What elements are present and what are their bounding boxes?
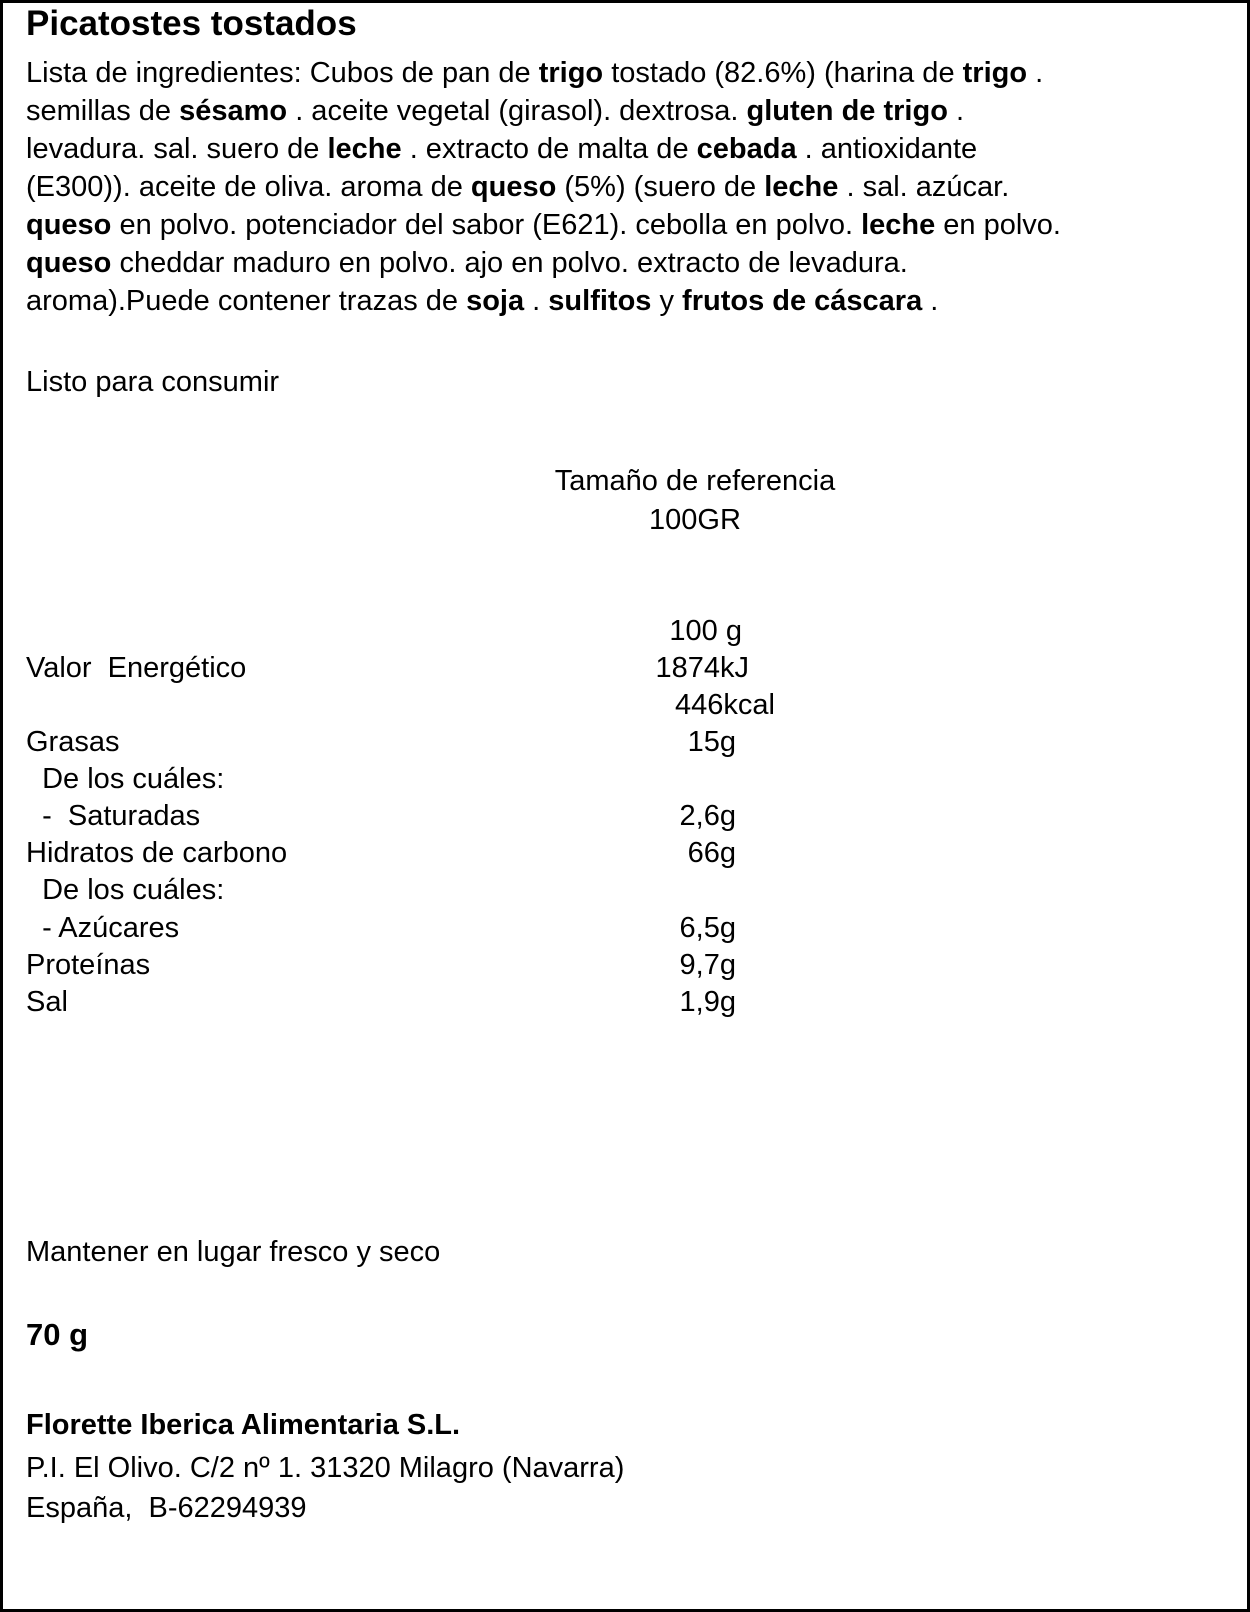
ingredients-line: queso en polvo. potenciador del sabor (E… xyxy=(26,206,1061,244)
ingredients-line: Lista de ingredientes: Cubos de pan de t… xyxy=(26,54,1061,92)
nutrient-value: 1,9g xyxy=(679,986,736,1018)
nutrient-label: De los cuáles: xyxy=(26,874,225,906)
nutrient-label: Sal xyxy=(26,986,68,1018)
nutrient-label: - Saturadas xyxy=(26,800,201,832)
product-title: Picatostes tostados xyxy=(26,4,357,43)
allergen-text: gluten de trigo xyxy=(746,95,948,127)
nutrition-row: - Saturadas 2,6g xyxy=(26,798,786,835)
ingredient-text: cheddar maduro en polvo. ajo en polvo. e… xyxy=(111,247,908,279)
ingredient-text: . extracto de malta de xyxy=(401,133,697,165)
ingredient-text: aroma).Puede contener trazas de xyxy=(26,285,467,317)
allergen-text: soja xyxy=(466,285,525,317)
nutrient-value: 66g xyxy=(687,837,736,869)
allergen-text: queso xyxy=(26,247,112,279)
nutrition-row: - Azúcares 6,5g xyxy=(26,910,786,947)
nutrient-value: 15g xyxy=(687,726,736,758)
ingredient-text: . sal. azúcar. xyxy=(838,171,1010,203)
nutrient-value: 2,6g xyxy=(679,800,736,832)
company-name: Florette Iberica Alimentaria S.L. xyxy=(26,1409,461,1441)
nutrition-row: Valor Energético 1874kJ xyxy=(26,650,786,687)
ingredient-text: (5%) (suero de xyxy=(556,171,765,203)
net-weight: 70 g xyxy=(26,1317,89,1352)
nutrition-column-header: 100 g xyxy=(669,615,742,647)
nutrient-value: 446kcal xyxy=(675,689,775,721)
ingredient-text: . aceite vegetal (girasol). dextrosa. xyxy=(287,95,747,127)
nutrient-label: Valor Energético xyxy=(26,652,247,684)
ingredients-line: levadura. sal. suero de leche . extracto… xyxy=(26,130,1061,168)
nutrient-label: Hidratos de carbono xyxy=(26,837,288,869)
ingredient-text: . xyxy=(1027,57,1044,89)
nutrient-label: De los cuáles: xyxy=(26,763,225,795)
ingredient-text: Lista de ingredientes: Cubos de pan de xyxy=(26,57,539,89)
nutrition-row: 446kcal xyxy=(26,687,786,724)
reference-size-label: Tamaño de referencia xyxy=(554,465,836,497)
allergen-text: leche xyxy=(861,209,936,241)
nutrition-row: Grasas 15g xyxy=(26,724,786,761)
ingredient-text: en polvo. potenciador del sabor (E621). … xyxy=(111,209,862,241)
nutrition-row: De los cuáles: xyxy=(26,761,786,798)
ingredient-text: semillas de xyxy=(26,95,180,127)
nutrient-value: 9,7g xyxy=(679,949,736,981)
company-country-id: España, B-62294939 xyxy=(26,1492,307,1524)
company-address: P.I. El Olivo. C/2 nº 1. 31320 Milagro (… xyxy=(26,1452,625,1484)
nutrition-row: Sal 1,9g xyxy=(26,984,786,1021)
allergen-text: sulfitos xyxy=(548,285,652,317)
nutrient-value: 6,5g xyxy=(679,912,736,944)
ingredients-list: Lista de ingredientes: Cubos de pan de t… xyxy=(26,54,1061,320)
allergen-text: trigo xyxy=(962,57,1028,89)
nutrition-row: De los cuáles: xyxy=(26,872,786,909)
ingredient-text: . antioxidante xyxy=(796,133,978,165)
ingredients-line: aroma).Puede contener trazas de soja . s… xyxy=(26,282,1061,320)
nutrition-row: Hidratos de carbono 66g xyxy=(26,835,786,872)
storage-text: Mantener en lugar fresco y seco xyxy=(26,1236,441,1268)
allergen-text: leche xyxy=(764,171,839,203)
nutrient-label: Grasas xyxy=(26,726,120,758)
ingredient-text: (E300)). aceite de oliva. aroma de xyxy=(26,171,471,203)
allergen-text: trigo xyxy=(538,57,604,89)
ingredient-text: . xyxy=(922,285,939,317)
allergen-text: sésamo xyxy=(179,95,288,127)
ingredient-text: y xyxy=(651,285,683,317)
reference-size-value: 100GR xyxy=(649,504,741,536)
ingredient-text: . xyxy=(524,285,549,317)
allergen-text: cebada xyxy=(696,133,797,165)
allergen-text: frutos de cáscara xyxy=(682,285,923,317)
ingredient-text: levadura. sal. suero de xyxy=(26,133,328,165)
ingredient-text: tostado (82.6%) (harina de xyxy=(603,57,963,89)
nutrient-label: Proteínas xyxy=(26,949,151,981)
allergen-text: queso xyxy=(26,209,112,241)
allergen-text: queso xyxy=(470,171,557,203)
nutrition-row: Proteínas 9,7g xyxy=(26,947,786,984)
allergen-text: leche xyxy=(327,133,402,165)
nutrient-value: 1874kJ xyxy=(655,652,749,684)
ingredients-line: semillas de sésamo . aceite vegetal (gir… xyxy=(26,92,1061,130)
ingredient-text: en polvo. xyxy=(935,209,1061,241)
ingredients-line: (E300)). aceite de oliva. aroma de queso… xyxy=(26,168,1061,206)
ingredient-text: . xyxy=(947,95,965,127)
nutrient-label: - Azúcares xyxy=(26,912,180,944)
ingredients-line: queso cheddar maduro en polvo. ajo en po… xyxy=(26,244,1061,282)
usage-text: Listo para consumir xyxy=(26,366,280,398)
